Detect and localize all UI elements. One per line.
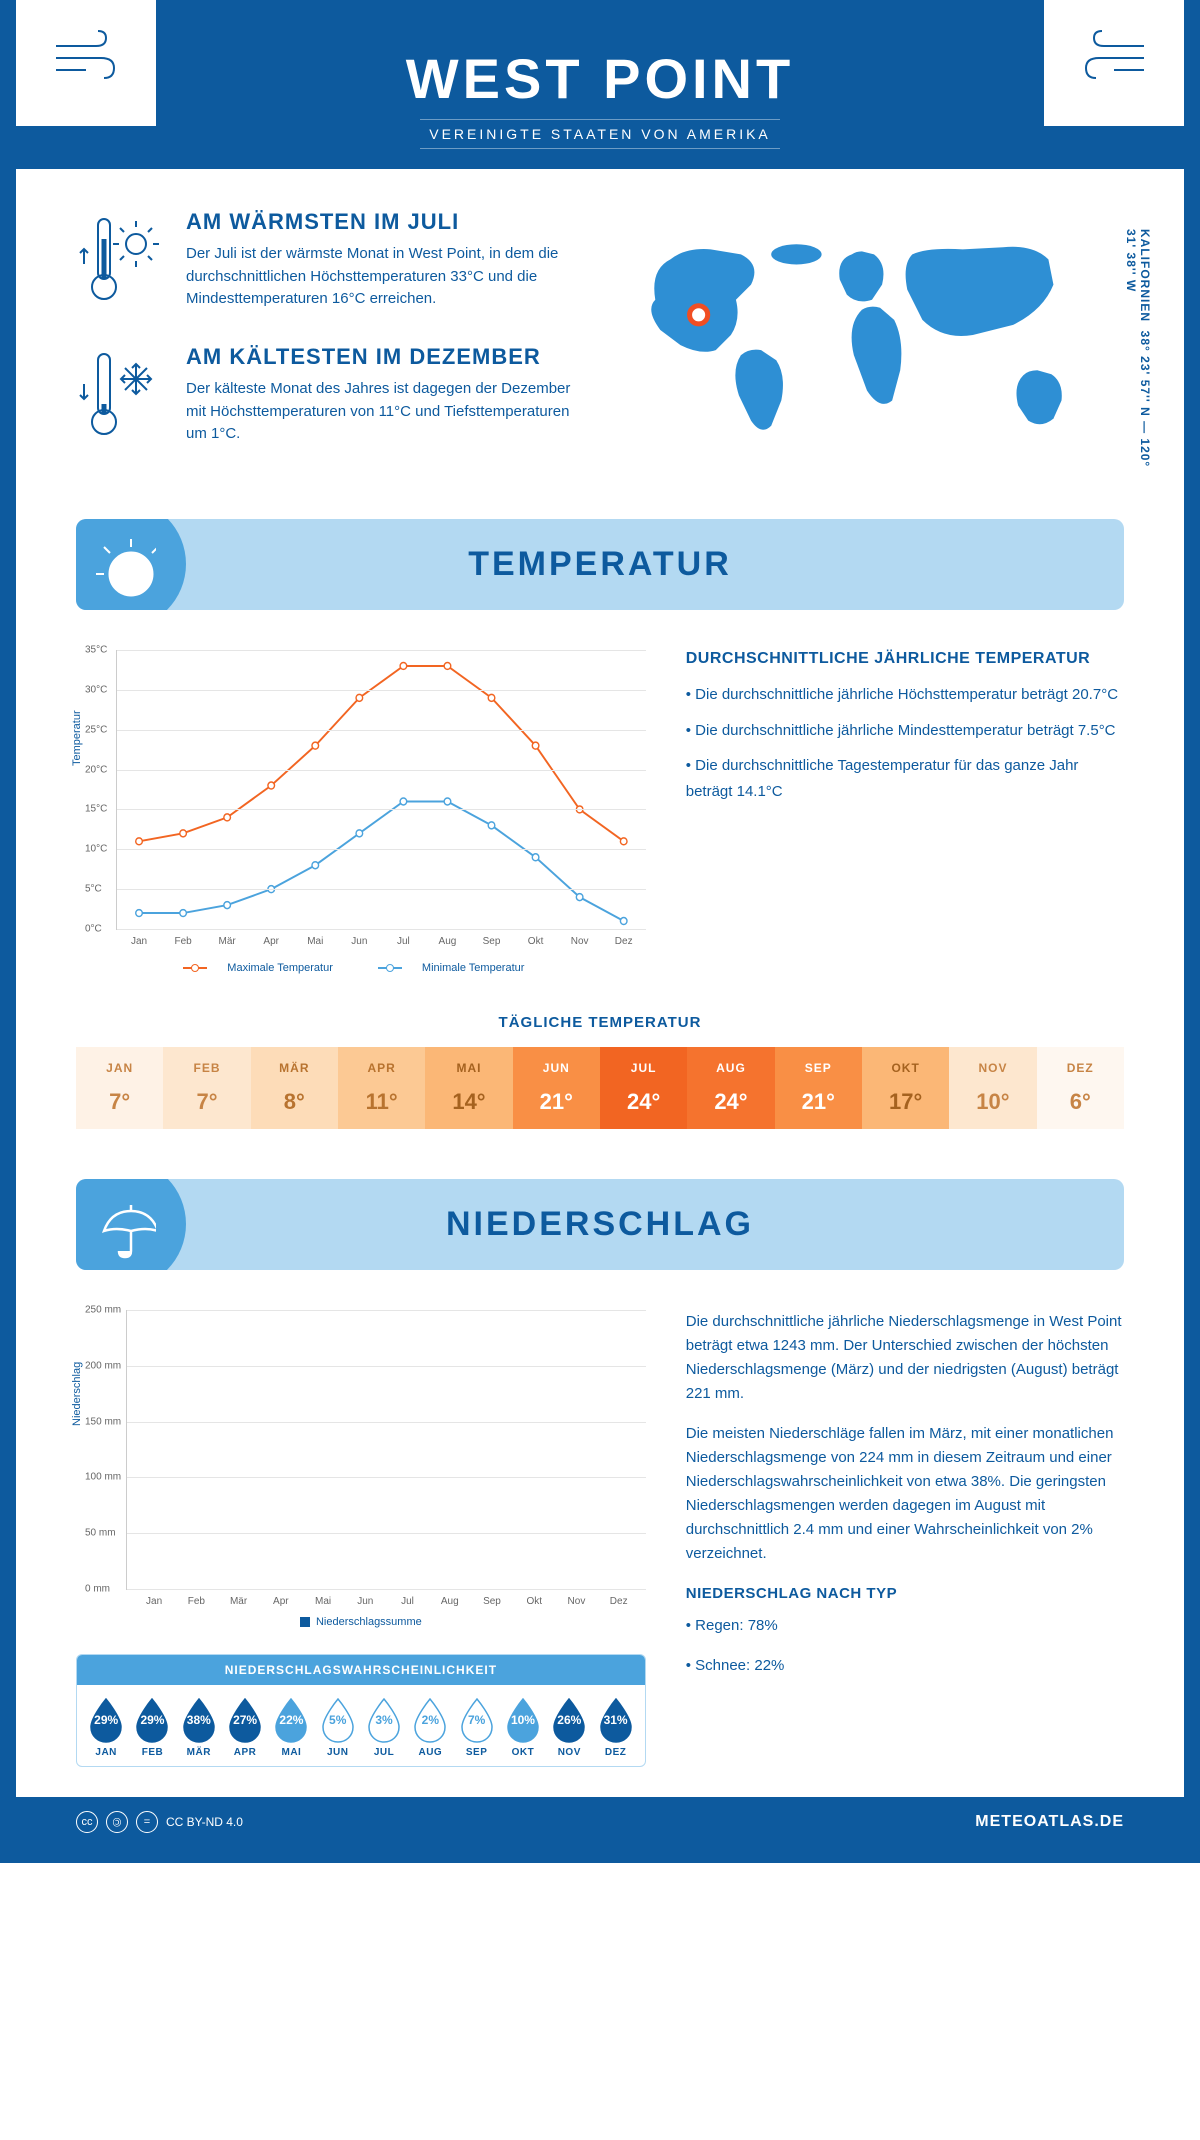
temperature-line-chart: Temperatur 0°C5°C10°C15°C20°C25°C30°C35°… bbox=[116, 650, 646, 930]
coldest-text: Der kälteste Monat des Jahres ist dagege… bbox=[186, 378, 580, 446]
nd-icon: = bbox=[136, 1811, 158, 1833]
daily-temp-cell: MÄR8° bbox=[251, 1047, 338, 1129]
by-icon: 🄯 bbox=[106, 1811, 128, 1833]
wind-icon bbox=[16, 0, 156, 126]
precipitation-description: Die durchschnittliche jährliche Niedersc… bbox=[686, 1310, 1124, 1767]
license-block: cc 🄯 = CC BY-ND 4.0 bbox=[76, 1811, 243, 1833]
probability-drop: 22% MAI bbox=[268, 1697, 314, 1758]
probability-drop: 38% MÄR bbox=[176, 1697, 222, 1758]
probability-drop: 31% DEZ bbox=[592, 1697, 638, 1758]
daily-temp-cell: AUG24° bbox=[687, 1047, 774, 1129]
daily-temp-cell: MAI14° bbox=[425, 1047, 512, 1129]
page-title: WEST POINT bbox=[16, 46, 1184, 111]
warmest-block: AM WÄRMSTEN IM JULI Der Juli ist der wär… bbox=[76, 209, 580, 314]
probability-drop: 29% FEB bbox=[129, 1697, 175, 1758]
precipitation-legend: Niederschlagssumme bbox=[76, 1616, 646, 1628]
daily-temp-cell: FEB7° bbox=[163, 1047, 250, 1129]
warmest-text: Der Juli ist der wärmste Monat in West P… bbox=[186, 243, 580, 311]
umbrella-icon bbox=[76, 1179, 186, 1270]
warmest-title: AM WÄRMSTEN IM JULI bbox=[186, 209, 580, 235]
precipitation-section-header: NIEDERSCHLAG bbox=[76, 1179, 1124, 1270]
probability-drop: 7% SEP bbox=[454, 1697, 500, 1758]
world-map bbox=[620, 209, 1124, 476]
probability-drop: 3% JUL bbox=[361, 1697, 407, 1758]
daily-temp-cell: SEP21° bbox=[775, 1047, 862, 1129]
thermometer-hot-icon bbox=[76, 209, 166, 314]
temperature-description: DURCHSCHNITTLICHE JÄHRLICHE TEMPERATUR •… bbox=[686, 650, 1124, 974]
daily-temperature-table: TÄGLICHE TEMPERATUR JAN7°FEB7°MÄR8°APR11… bbox=[76, 1014, 1124, 1129]
temperature-legend: Maximale Temperatur Minimale Temperatur bbox=[76, 960, 646, 974]
probability-drop: 29% JAN bbox=[83, 1697, 129, 1758]
probability-drop: 2% AUG bbox=[407, 1697, 453, 1758]
precipitation-bar-chart: Niederschlag 0 mm50 mm100 mm150 mm200 mm… bbox=[126, 1310, 646, 1590]
daily-temp-cell: DEZ6° bbox=[1037, 1047, 1124, 1129]
coordinates: KALIFORNIEN 38° 23' 57'' N — 120° 31' 38… bbox=[1124, 229, 1152, 479]
page-header: WEST POINT VEREINIGTE STAATEN VON AMERIK… bbox=[16, 16, 1184, 169]
daily-temp-cell: NOV10° bbox=[949, 1047, 1036, 1129]
probability-drop: 27% APR bbox=[222, 1697, 268, 1758]
daily-temp-cell: APR11° bbox=[338, 1047, 425, 1129]
daily-temp-cell: JUL24° bbox=[600, 1047, 687, 1129]
wind-icon bbox=[1044, 0, 1184, 126]
probability-drop: 26% NOV bbox=[546, 1697, 592, 1758]
coldest-block: AM KÄLTESTEN IM DEZEMBER Der kälteste Mo… bbox=[76, 344, 580, 449]
temperature-section-header: TEMPERATUR bbox=[76, 519, 1124, 610]
cc-icon: cc bbox=[76, 1811, 98, 1833]
thermometer-cold-icon bbox=[76, 344, 166, 449]
daily-temp-cell: JUN21° bbox=[513, 1047, 600, 1129]
page-subtitle: VEREINIGTE STAATEN VON AMERIKA bbox=[420, 119, 780, 149]
daily-temp-cell: JAN7° bbox=[76, 1047, 163, 1129]
coldest-title: AM KÄLTESTEN IM DEZEMBER bbox=[186, 344, 580, 370]
page-footer: cc 🄯 = CC BY-ND 4.0 METEOATLAS.DE bbox=[16, 1797, 1184, 1847]
probability-drop: 5% JUN bbox=[315, 1697, 361, 1758]
sun-icon bbox=[76, 519, 186, 610]
probability-drop: 10% OKT bbox=[500, 1697, 546, 1758]
precipitation-probability-box: NIEDERSCHLAGSWAHRSCHEINLICHKEIT 29% JAN … bbox=[76, 1654, 646, 1767]
daily-temp-cell: OKT17° bbox=[862, 1047, 949, 1129]
site-name: METEOATLAS.DE bbox=[975, 1813, 1124, 1831]
